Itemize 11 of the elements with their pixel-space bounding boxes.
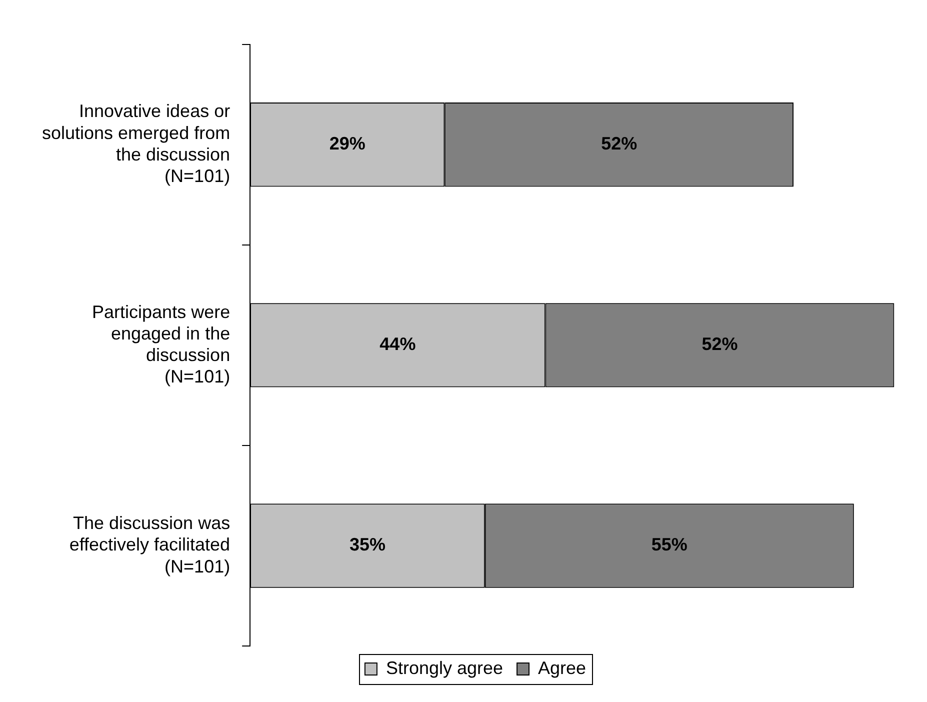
y-tick-label: Innovative ideas or solutions emerged from the discussion (N=101) <box>42 101 230 186</box>
data-label: 29% <box>329 134 366 154</box>
data-label: 44% <box>380 334 416 354</box>
y-tick-label: Participants were engaged in the discussion (N=101) <box>92 302 230 387</box>
data-label: 55% <box>651 534 688 555</box>
y-tick-label: The discussion was effectively facilitated (N=101) <box>69 513 230 576</box>
data-label: 35% <box>349 534 386 555</box>
legend-label: Agree <box>538 658 586 678</box>
data-label: 52% <box>702 334 738 354</box>
data-label: 52% <box>601 134 638 154</box>
legend-label: Strongly agree <box>386 658 504 678</box>
